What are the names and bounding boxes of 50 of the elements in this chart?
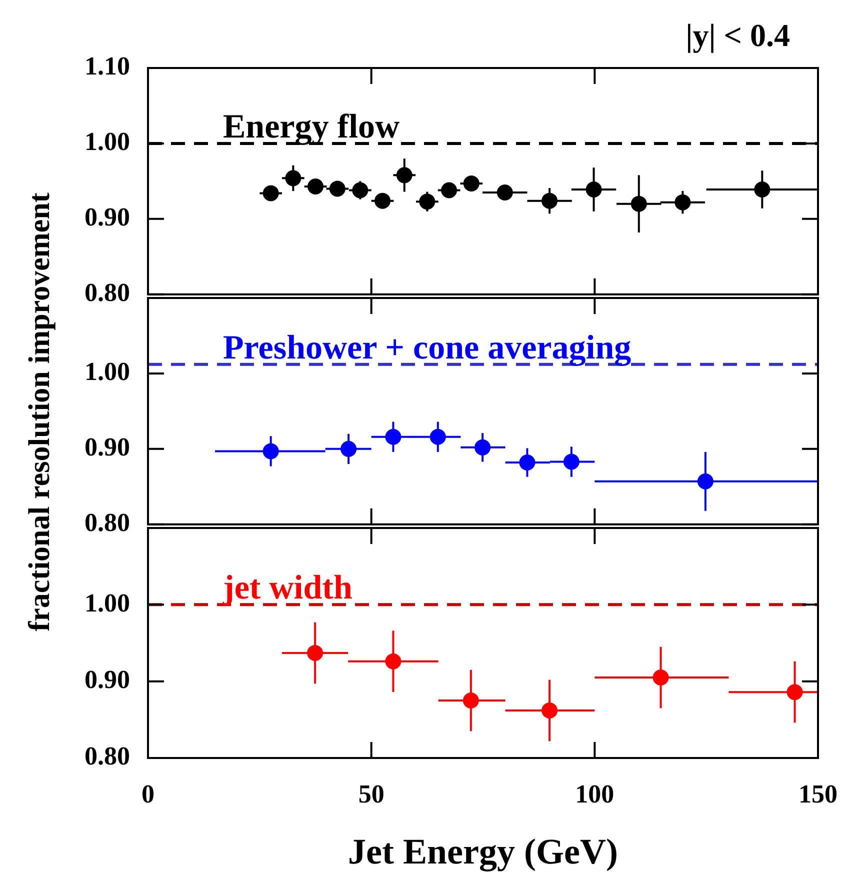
y-tick-label: 1.00 — [84, 357, 130, 386]
y-tick-label: 1.00 — [84, 127, 130, 156]
y-tick-label: 0.80 — [84, 742, 130, 771]
point — [441, 182, 458, 198]
point — [374, 192, 390, 209]
point — [419, 194, 436, 210]
x-tick-label: 150 — [798, 779, 838, 808]
point — [652, 670, 669, 686]
point — [463, 175, 480, 192]
x-tick-label: 100 — [575, 779, 614, 808]
point — [385, 428, 402, 445]
x-axis-title: Jet Energy (GeV) — [348, 832, 618, 872]
point — [307, 644, 324, 661]
point — [496, 184, 513, 201]
point — [674, 194, 691, 210]
point — [697, 473, 714, 490]
point — [519, 454, 536, 471]
point — [786, 684, 803, 700]
text: |y| < 0.4 — [686, 17, 790, 53]
point — [285, 170, 302, 186]
point — [542, 192, 558, 209]
y-tick-label: 1.10 — [84, 52, 130, 81]
y-tick-label: 0.90 — [84, 202, 130, 232]
point — [340, 440, 357, 457]
point — [262, 185, 279, 202]
point — [462, 692, 479, 708]
y-tick-label: 0.80 — [84, 508, 130, 538]
point — [430, 428, 446, 445]
point — [262, 443, 279, 460]
y-tick-label: 0.80 — [84, 278, 130, 308]
series-label: jet width — [222, 570, 352, 607]
point — [474, 439, 491, 456]
point — [563, 454, 580, 470]
point — [586, 182, 602, 198]
point — [754, 182, 770, 198]
text: Preshower + cone averaging — [223, 329, 632, 366]
point — [630, 196, 647, 212]
point — [542, 702, 558, 718]
y-tick-label: 0.90 — [84, 432, 130, 462]
point — [396, 167, 412, 184]
x-tick-label: 0 — [142, 779, 154, 808]
point — [308, 178, 324, 194]
point — [329, 180, 346, 197]
legend-label: Energy flow — [223, 108, 400, 146]
point — [385, 653, 402, 670]
y-tick-label: 1.00 — [84, 588, 130, 618]
point — [352, 182, 368, 198]
y-axis-title: fractional resolution improvement — [23, 192, 57, 634]
y-tick-label: 0.90 — [84, 665, 130, 694]
x-tick-label: 50 — [358, 779, 384, 808]
